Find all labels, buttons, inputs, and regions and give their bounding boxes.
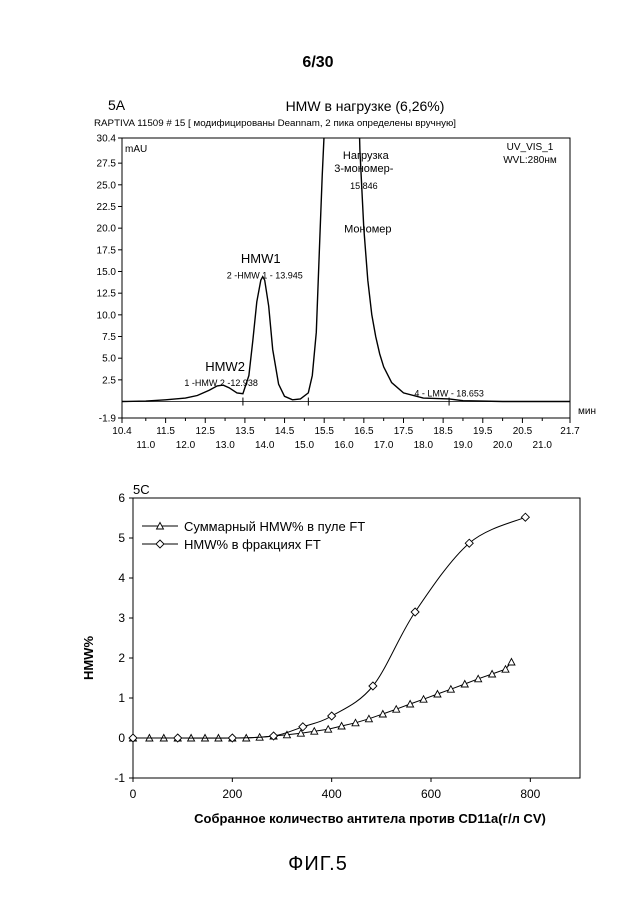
chromatogram-chart: 5A HMW в нагрузке (6,26%) RAPTIVA 11509 # … — [0, 0, 636, 470]
peak-annotation: Мономер — [344, 223, 391, 235]
x-tick-label: 21.0 — [533, 440, 553, 451]
y-tick-label: 22.5 — [97, 202, 117, 213]
triangle-marker — [447, 686, 454, 693]
x-tick-label: 14.5 — [275, 426, 295, 437]
x-tick-label: 16.0 — [334, 440, 354, 451]
series-line-1 — [133, 662, 512, 738]
peak-annotation: HMW1 — [241, 251, 281, 266]
x-tick-label: 18.0 — [414, 440, 434, 451]
y-tick-label: 7.5 — [102, 332, 116, 343]
diamond-marker — [299, 723, 307, 731]
x-tick-label: 600 — [421, 787, 441, 801]
y-tick-label: 20.0 — [97, 224, 117, 235]
y-tick-label: 27.5 — [97, 159, 117, 170]
triangle-marker — [489, 671, 496, 678]
diamond-marker — [521, 513, 529, 521]
y-axis-label: HMW% — [81, 636, 96, 680]
y-tick-label: 6 — [118, 491, 125, 505]
y-tick-label: 2 — [118, 651, 125, 665]
x-tick-label: 800 — [520, 787, 540, 801]
chart-title: HMW в нагрузке (6,26%) — [286, 98, 445, 114]
diamond-marker — [411, 608, 419, 616]
peak-annotation: 2 -HMW 1 - 13.945 — [227, 270, 303, 280]
x-tick-label: 19.5 — [473, 426, 493, 437]
x-tick-label: 20.0 — [493, 440, 513, 451]
triangle-marker — [393, 706, 400, 713]
x-tick-label: 16.5 — [354, 426, 374, 437]
x-tick-label: 17.0 — [374, 440, 394, 451]
y-tick-label: -1.9 — [99, 414, 117, 425]
y-tick-label: -1 — [114, 771, 125, 785]
x-axis-label: мин — [578, 406, 596, 417]
x-tick-label: 400 — [322, 787, 342, 801]
diamond-marker — [328, 712, 336, 720]
peak-annotation: Нагрузка — [343, 150, 390, 162]
diamond-marker — [156, 540, 164, 548]
y-tick-label: 12.5 — [97, 289, 117, 300]
y-tick-label: 3 — [118, 611, 125, 625]
x-tick-label: 18.5 — [433, 426, 453, 437]
peak-annotation: 3-мономер- — [334, 163, 393, 175]
detector-label: UV_VIS_1 — [507, 142, 554, 153]
x-tick-label: 0 — [130, 787, 137, 801]
hmw-percent-chart: 5C -1 0 1 2 3 4 5 6 0 200 400 600 800 Собранное количе… — [0, 470, 636, 845]
triangle-marker — [461, 681, 468, 688]
legend-label: HMW% в фракциях FT — [184, 537, 321, 552]
peak-annotation: 1 -HMW 2 -12.938 — [184, 378, 258, 388]
panel-label-5c: 5C — [133, 482, 150, 497]
x-tick-label: 12.5 — [196, 426, 216, 437]
x-tick-label: 13.0 — [215, 440, 235, 451]
y-tick-label: 5 — [118, 531, 125, 545]
triangle-marker — [434, 691, 441, 698]
panel-label-5a: 5A — [108, 97, 126, 113]
triangle-marker — [365, 715, 372, 722]
peak-annotation: 4 - LMW - 18.653 — [414, 388, 484, 398]
triangle-marker — [475, 675, 482, 682]
y-tick-label: 10.0 — [97, 310, 117, 321]
x-tick-label: 17.5 — [394, 426, 414, 437]
x-tick-label: 10.4 — [112, 426, 132, 437]
y-tick-label: 17.5 — [97, 245, 117, 256]
wavelength-label: WVL:280нм — [503, 155, 557, 166]
triangle-marker — [379, 711, 386, 718]
y-tick-label: 30.4 — [97, 134, 117, 145]
y-tick-label: 2.5 — [102, 375, 116, 386]
x-tick-label: 12.0 — [176, 440, 196, 451]
y-tick-label: 25.0 — [97, 180, 117, 191]
peak-annotation: HMW2 — [205, 359, 245, 374]
plot-frame — [122, 138, 570, 418]
triangle-marker — [420, 696, 427, 703]
x-tick-label: 200 — [222, 787, 242, 801]
x-tick-label: 19.0 — [453, 440, 473, 451]
legend-label: Суммарный HMW% в пуле FT — [184, 519, 365, 534]
y-axis-label: mAU — [125, 144, 147, 155]
triangle-marker — [508, 659, 515, 666]
x-tick-label: 20.5 — [513, 426, 533, 437]
figure-caption: ФИГ.5 — [0, 853, 636, 876]
x-axis-label: Собранное количество антитела против CD1… — [194, 811, 546, 826]
x-tick-label: 11.5 — [156, 426, 175, 437]
x-tick-label: 11.0 — [136, 440, 155, 451]
x-tick-label: 14.0 — [255, 440, 275, 451]
y-tick-label: 1 — [118, 691, 125, 705]
chart-subtitle: RAPTIVA 11509 # 15 [ модифицированы Dean… — [94, 118, 456, 128]
y-tick-label: 15.0 — [97, 267, 117, 278]
x-tick-label: 13.5 — [235, 426, 255, 437]
y-tick-label: 0 — [118, 731, 125, 745]
chromatogram-trace — [122, 0, 570, 402]
peak-annotation: 15.846 — [350, 181, 378, 191]
x-tick-label: 15.0 — [295, 440, 315, 451]
x-tick-label: 21.7 — [560, 426, 580, 437]
x-tick-label: 15.5 — [314, 426, 334, 437]
y-tick-label: 5.0 — [102, 354, 116, 365]
y-tick-label: 4 — [118, 571, 125, 585]
triangle-marker — [407, 701, 414, 708]
